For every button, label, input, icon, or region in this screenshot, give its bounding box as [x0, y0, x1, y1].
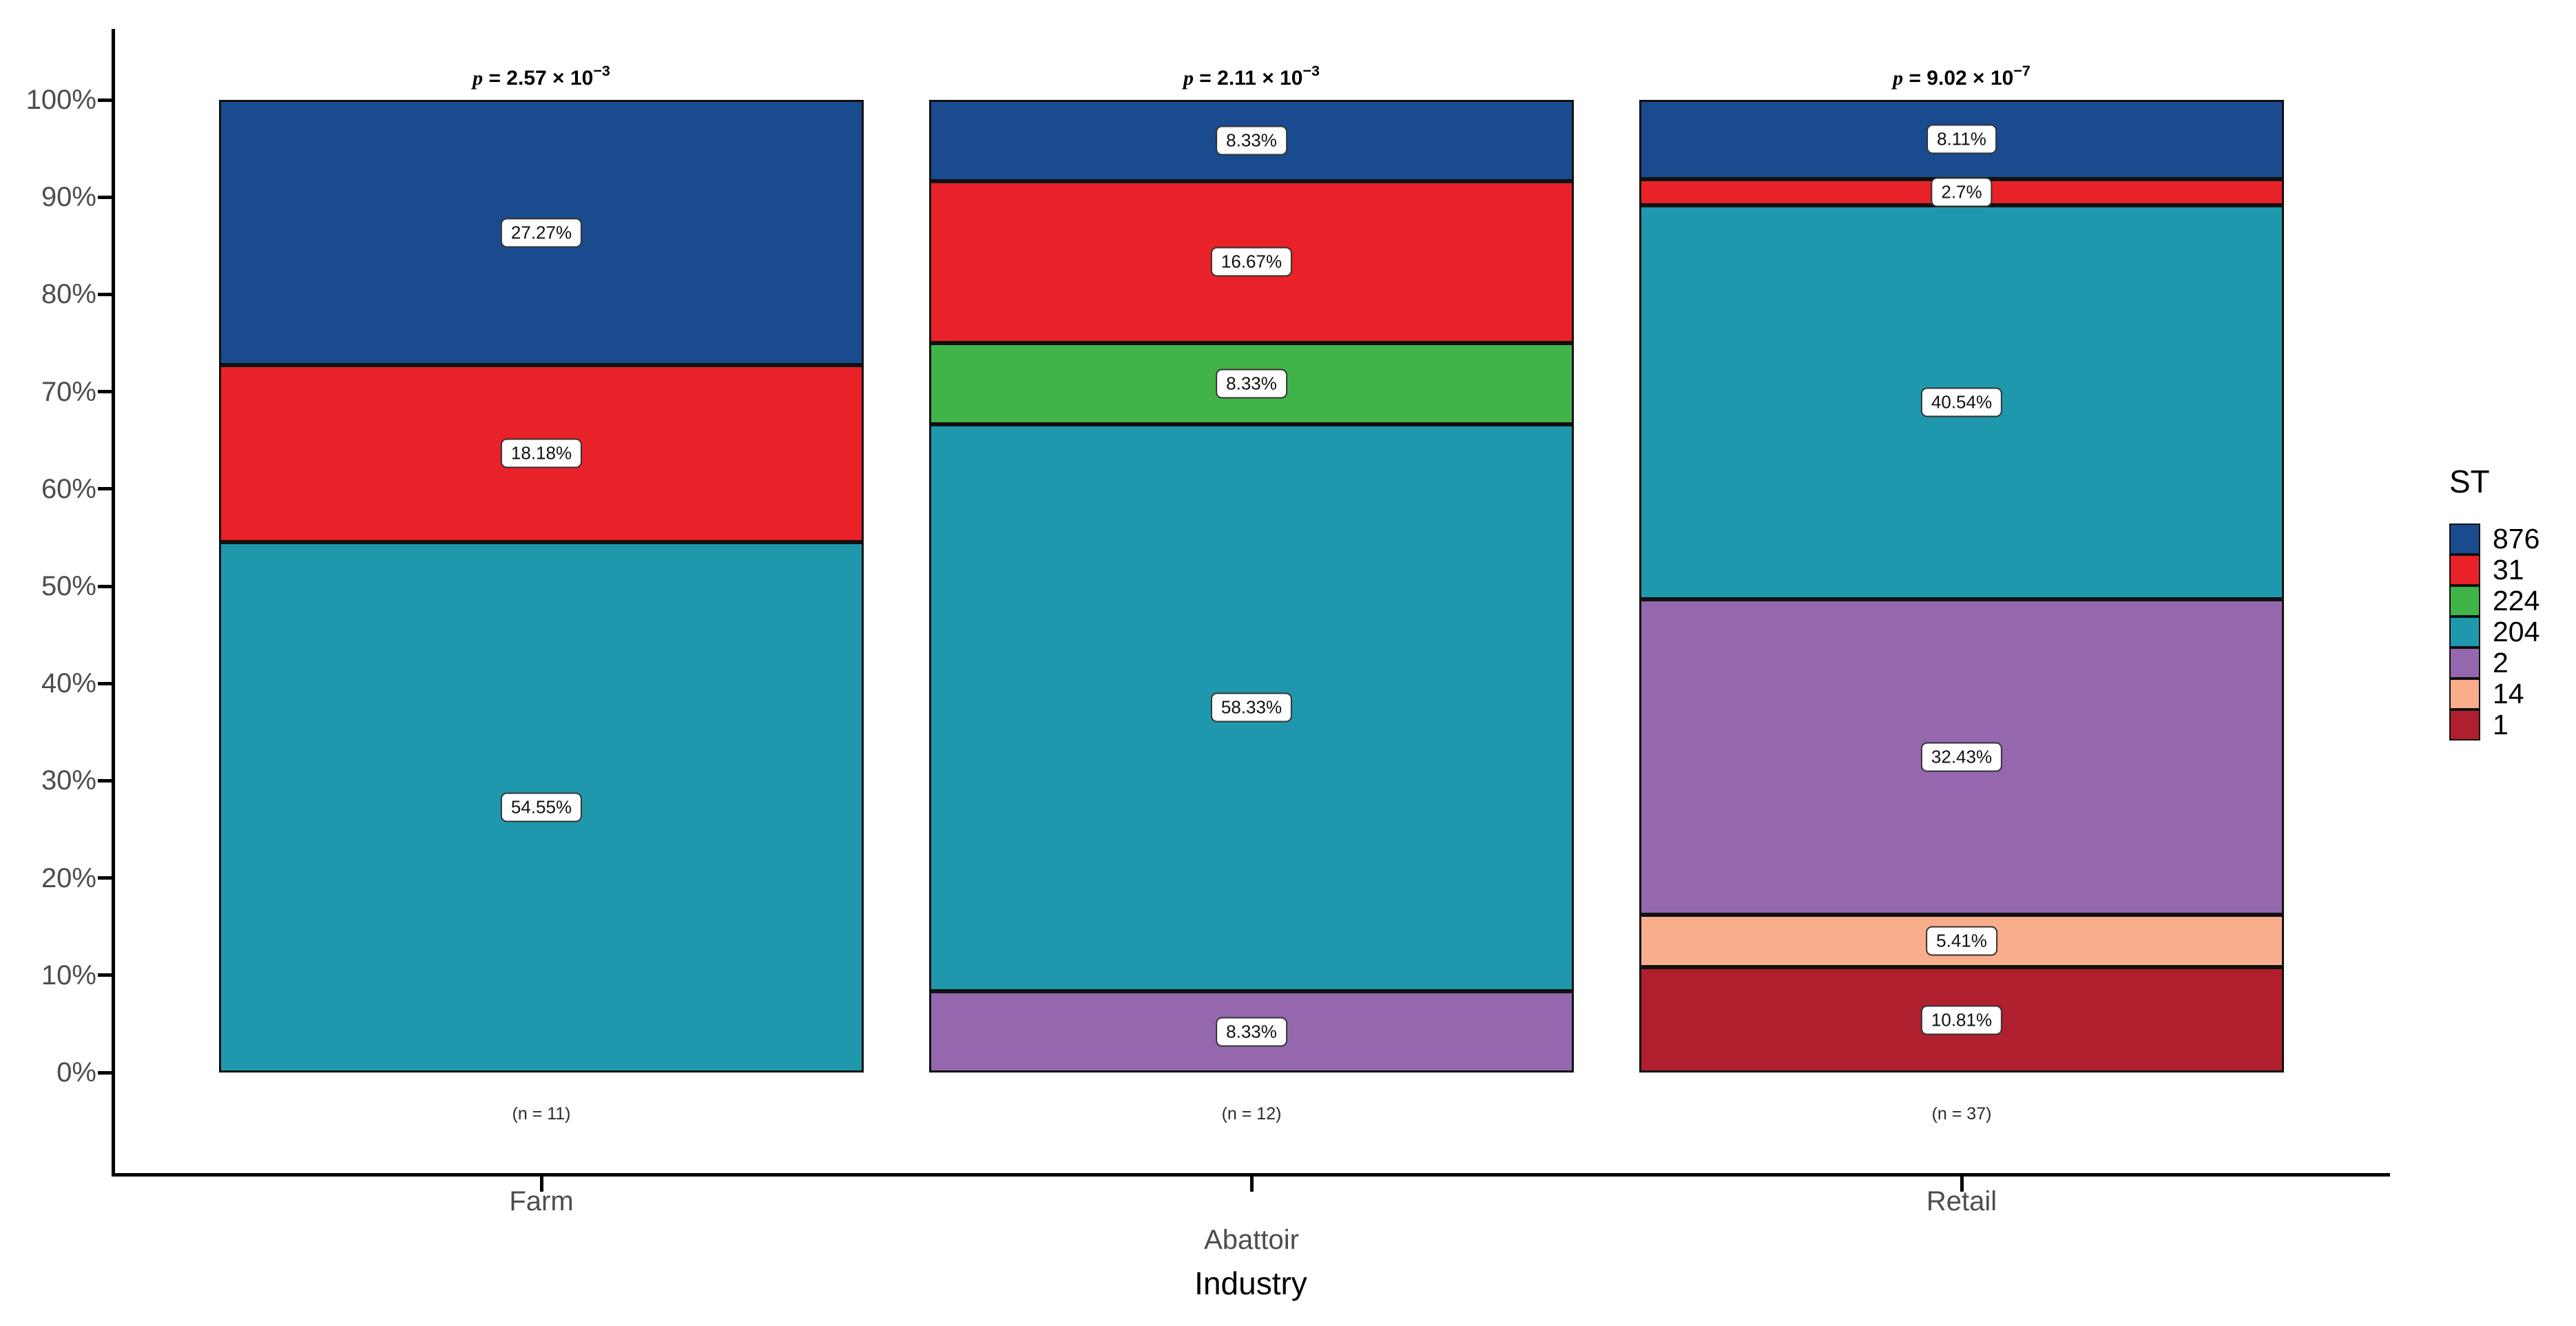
segment-percentage-label: 2.7% [1931, 177, 1993, 207]
segment-percentage-label: 5.41% [1926, 926, 1997, 956]
p-exponent: −7 [2013, 61, 2030, 79]
y-tick-label: 90% [41, 182, 96, 213]
segment-percentage-label: 32.43% [1920, 742, 2003, 772]
legend-key-st224 [2449, 586, 2480, 617]
segment-percentage-label: 8.11% [1926, 124, 1997, 154]
y-tick-mark [98, 584, 112, 588]
x-tick-mark [539, 1177, 543, 1192]
segment-percentage-label: 54.55% [500, 792, 583, 822]
segment-percentage-label: 8.33% [1216, 369, 1287, 399]
legend-label-st14: 14 [2493, 678, 2524, 709]
legend-label-st31: 31 [2493, 554, 2524, 586]
y-tick-label: 100% [25, 85, 96, 115]
legend-key-st31 [2449, 555, 2480, 586]
legend-key-st204 [2449, 617, 2480, 648]
segment-percentage-label: 18.18% [500, 438, 583, 468]
legend-key-st876 [2449, 524, 2480, 555]
y-tick-label: 30% [41, 765, 96, 796]
x-tick-mark [1249, 1177, 1254, 1192]
y-tick-mark [98, 292, 112, 296]
y-tick-mark [98, 1070, 112, 1075]
x-axis-label-retail: Retail [1926, 1186, 1997, 1216]
x-axis-title: Industry [1194, 1265, 1307, 1301]
y-tick-label: 50% [41, 571, 96, 601]
p-value-label: p = 2.57 × 10−3 [472, 61, 610, 90]
p-italic: p [1893, 67, 1904, 90]
y-tick-mark [98, 973, 112, 977]
sample-size-label: (n = 37) [1931, 1104, 1992, 1123]
x-axis-label-abattoir: Abattoir [1204, 1225, 1299, 1255]
segment-percentage-label: 58.33% [1210, 692, 1293, 723]
p-exponent: −3 [1302, 61, 1320, 79]
segment-percentage-label: 40.54% [1920, 387, 2003, 417]
legend-label-st1: 1 [2493, 709, 2509, 740]
legend-key-st2 [2449, 648, 2480, 678]
segment-percentage-label: 16.67% [1210, 247, 1293, 277]
p-value-label: p = 9.02 × 10−7 [1893, 61, 2030, 90]
y-tick-label: 80% [41, 279, 96, 310]
y-tick-label: 20% [41, 862, 96, 893]
y-tick-mark [98, 98, 112, 102]
y-tick-label: 70% [41, 376, 96, 407]
y-tick-label: 0% [56, 1057, 96, 1088]
p-italic: p [1183, 67, 1194, 90]
y-tick-mark [98, 876, 112, 880]
sample-size-label: (n = 11) [512, 1104, 571, 1123]
p-value-label: p = 2.11 × 10−3 [1183, 61, 1320, 90]
segment-percentage-label: 8.33% [1216, 1017, 1287, 1047]
y-axis-line [112, 29, 115, 1177]
sample-size-label: (n = 12) [1221, 1104, 1282, 1123]
y-tick-mark [98, 195, 112, 199]
legend-label-st876: 876 [2493, 523, 2540, 555]
y-tick-mark [98, 390, 112, 394]
legend-key-st14 [2449, 678, 2480, 709]
y-tick-label: 10% [41, 960, 96, 991]
x-axis-label-farm: Farm [509, 1186, 574, 1216]
y-tick-mark [98, 778, 112, 783]
legend-title: ST [2449, 464, 2490, 499]
legend-label-st2: 2 [2493, 647, 2509, 678]
y-tick-label: 40% [41, 668, 96, 699]
segment-percentage-label: 27.27% [500, 218, 583, 248]
y-tick-mark [98, 487, 112, 491]
legend-key-st1 [2449, 709, 2480, 740]
p-exponent: −3 [593, 61, 610, 79]
segment-percentage-label: 10.81% [1920, 1005, 2003, 1035]
segment-percentage-label: 8.33% [1216, 125, 1287, 156]
p-italic: p [472, 67, 484, 90]
y-tick-mark [98, 681, 112, 685]
x-tick-mark [1960, 1177, 1964, 1192]
legend-label-st224: 224 [2493, 585, 2540, 617]
legend-label-st204: 204 [2493, 616, 2540, 648]
x-axis-line [112, 1173, 2390, 1177]
y-tick-label: 60% [41, 473, 96, 504]
